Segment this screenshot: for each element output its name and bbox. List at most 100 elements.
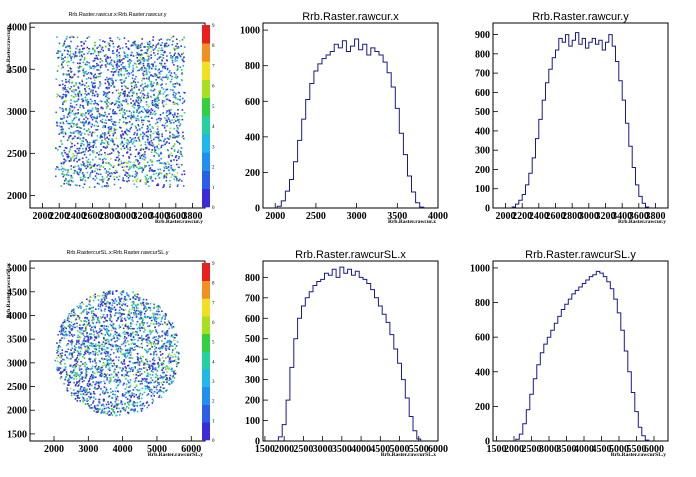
y-tick-label: 600 (245, 314, 260, 325)
y-tick-label: 0 (255, 437, 260, 448)
colorbar-segment (202, 351, 210, 370)
colorbar-tick-label: 8 (212, 44, 215, 49)
colorbar-segment (202, 263, 210, 281)
x-tick-label: 5500 (409, 444, 429, 455)
x-tick-label: 3200 (596, 211, 616, 222)
colorbar-segment (202, 170, 210, 190)
y-tick-label: 0 (255, 204, 260, 215)
y-tick-label: 1000 (240, 26, 260, 37)
colorbar-segment (202, 97, 210, 117)
x-axis-label: Rrb.Raster.rawcur.y (155, 219, 203, 225)
y-tick-label: 800 (245, 61, 260, 72)
colorbar-tick-label: 6 (212, 321, 215, 326)
x-tick-label: 5000 (390, 444, 410, 455)
x-tick-label: 3500 (332, 444, 352, 455)
y-axis-label: Rrb.Raster.rawcurSL.x (6, 263, 12, 318)
colorbar-segment (202, 386, 210, 405)
y-tick-label: 4000 (7, 311, 27, 322)
y-tick-label: 2500 (7, 382, 27, 393)
y-tick-label: 200 (475, 165, 490, 176)
x-tick-label: 6000 (644, 444, 664, 455)
x-tick-label: 2500 (522, 444, 542, 455)
x-tick-label: 2000 (274, 444, 294, 455)
x-tick-label: 3000 (347, 211, 367, 222)
y-tick-label: 500 (245, 334, 260, 345)
colorbar-segment (202, 422, 210, 441)
x-axis-label: Rrb.Raster.rawcur.y (618, 219, 666, 225)
x-axis-label: Rrb.Raster.rawcurSL.x (381, 452, 436, 458)
plot-frame-1 (262, 22, 439, 209)
x-tick-label: 2000 (44, 444, 64, 455)
y-tick-label: 800 (475, 298, 490, 309)
y-tick-label: 2000 (7, 191, 27, 202)
colorbar-tick-label: 3 (212, 380, 215, 385)
y-tick-label: 3000 (7, 107, 27, 118)
chart-title: Rrb.Raster.rawcurSL.x (295, 249, 406, 261)
colorbar-segment (202, 316, 210, 335)
x-tick-label: 6000 (428, 444, 448, 455)
y-tick-label: 700 (475, 69, 490, 80)
x-tick-label: 5000 (609, 444, 629, 455)
histogram-line (276, 38, 425, 208)
x-tick-label: 3400 (612, 211, 632, 222)
colorbar-tick-label: 2 (212, 166, 215, 171)
x-tick-label: 3400 (149, 211, 169, 222)
x-tick-label: 2500 (306, 211, 326, 222)
y-tick-label: 300 (245, 375, 260, 386)
y-tick-label: 0 (485, 437, 490, 448)
chart-title: Rrb.Raster.rawcurSL.y (525, 249, 636, 261)
x-axis-label: Rrb.Raster.rawcurSL.y (611, 452, 666, 458)
x-tick-label: 3600 (166, 211, 186, 222)
colorbar-segment (202, 188, 210, 208)
y-tick-label: 100 (475, 184, 490, 195)
y-tick-label: 2000 (7, 406, 27, 417)
x-tick-label: 3800 (646, 211, 666, 222)
x-tick-label: 3200 (133, 211, 153, 222)
x-tick-label: 3000 (539, 444, 559, 455)
x-tick-label: 2600 (546, 211, 566, 222)
plot-frame-4 (262, 260, 439, 442)
x-tick-label: 2800 (99, 211, 119, 222)
x-tick-label: 1500 (255, 444, 275, 455)
x-tick-label: 4000 (351, 444, 371, 455)
colorbar-tick-label: 9 (212, 262, 215, 267)
colorbar-segment (202, 404, 210, 423)
chart-title: Rrb.Raster.rawcur.x:Rrb.Raster.rawcur.y (68, 12, 166, 18)
y-tick-label: 700 (245, 293, 260, 304)
x-tick-label: 6000 (181, 444, 201, 455)
histogram-line (277, 266, 422, 441)
x-tick-label: 2200 (49, 211, 69, 222)
colorbar-segment (202, 298, 210, 317)
x-tick-label: 2000 (33, 211, 53, 222)
y-tick-label: 2500 (7, 149, 27, 160)
colorbar-segment (202, 61, 210, 80)
colorbar-tick-label: 3 (212, 145, 215, 150)
x-tick-label: 4500 (592, 444, 612, 455)
colorbar-tick-label: 0 (212, 206, 215, 211)
y-tick-label: 600 (475, 333, 490, 344)
x-tick-label: 3500 (557, 444, 577, 455)
x-tick-label: 5000 (147, 444, 167, 455)
x-tick-label: 2800 (562, 211, 582, 222)
colorbar-tick-label: 5 (212, 105, 215, 110)
y-tick-label: 300 (475, 146, 490, 157)
colorbar-segment (202, 333, 210, 352)
y-tick-label: 1000 (470, 263, 490, 274)
y-tick-label: 100 (245, 416, 260, 427)
colorbar-tick-label: 1 (212, 186, 215, 191)
x-axis-label: Rrb.Raster.rawcur.x (388, 219, 436, 225)
colorbar-segment (202, 43, 210, 62)
chart-title: Rrb.Raster.rawcur.x (302, 11, 399, 23)
colorbar-tick-label: 4 (212, 360, 215, 365)
colorbar-tick-label: 7 (212, 301, 215, 306)
y-tick-label: 4000 (7, 23, 27, 34)
y-tick-label: 600 (475, 88, 490, 99)
y-tick-label: 3500 (7, 335, 27, 346)
y-tick-label: 900 (475, 30, 490, 41)
x-tick-label: 4000 (428, 211, 448, 222)
y-tick-label: 4500 (7, 287, 27, 298)
colorbar-tick-label: 6 (212, 85, 215, 90)
x-tick-label: 2000 (265, 211, 285, 222)
x-axis-label: Rrb.Raster.rawcurSL.y (148, 452, 203, 458)
x-tick-label: 3000 (78, 444, 98, 455)
